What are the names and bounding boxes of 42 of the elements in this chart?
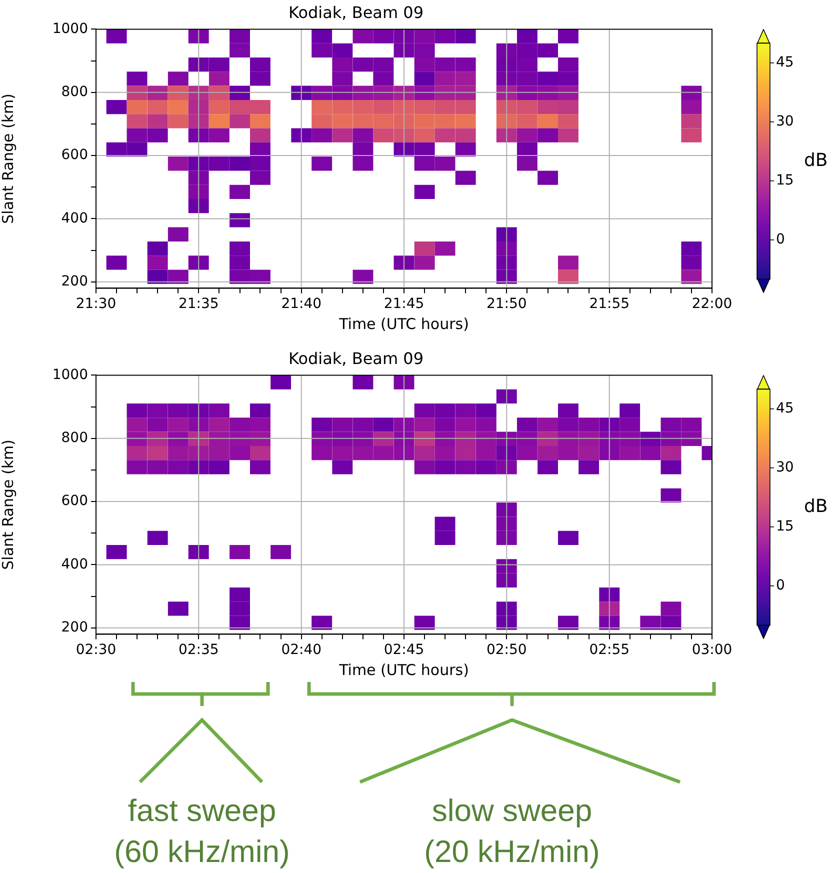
x-tick-label: 21:55 <box>589 296 630 312</box>
x-tick-label: 02:45 <box>384 642 424 658</box>
color-bar-label: 45 <box>776 400 794 417</box>
y-tick-label: 800 <box>61 84 88 100</box>
x-tick-label: 22:00 <box>692 296 732 312</box>
color-bar-label: 15 <box>776 172 794 189</box>
color-bar-title: dB <box>804 496 828 517</box>
x-tick-label: 02:40 <box>281 642 322 658</box>
text: slow sweep (20 kHz/min) <box>423 792 601 871</box>
x-tick-label: 02:55 <box>589 642 630 658</box>
color-bar-label: 15 <box>776 518 794 535</box>
x-tick-label: 02:35 <box>178 642 219 658</box>
y-axis-title: Slant Range (km) <box>0 94 17 224</box>
x-tick-label: 02:50 <box>486 642 527 658</box>
color-bar-label: 30 <box>776 460 794 476</box>
y-tick-label: 1000 <box>52 366 88 383</box>
x-tick-label: 21:50 <box>486 296 527 312</box>
y-tick-label: 400 <box>61 210 88 226</box>
y-tick-label: 600 <box>61 493 88 510</box>
x-axis-title: Time (UTC hours) <box>338 314 469 333</box>
y-tick-label: 1000 <box>52 20 88 37</box>
color-bar-label: 30 <box>776 114 794 130</box>
y-tick-label: 200 <box>61 620 88 636</box>
x-tick-label: 02:30 <box>76 642 116 658</box>
x-tick-label: 21:45 <box>384 296 424 312</box>
y-tick-label: 400 <box>61 556 88 572</box>
x-tick-label: 21:30 <box>76 296 116 312</box>
x-tick-label: 03:00 <box>692 642 732 658</box>
y-tick-label: 200 <box>61 274 88 290</box>
chart-title: Kodiak, Beam 09 <box>288 348 424 368</box>
text: fast sweep (60 kHz/min) <box>113 792 291 871</box>
y-tick-label: 600 <box>61 147 88 164</box>
x-axis-title: Time (UTC hours) <box>338 660 469 679</box>
color-bar-title: dB <box>804 150 828 171</box>
chart-title: Kodiak, Beam 09 <box>288 2 424 22</box>
x-tick-label: 21:35 <box>178 296 219 312</box>
y-tick-label: 800 <box>61 430 88 446</box>
x-tick-label: 21:40 <box>281 296 322 312</box>
color-bar-label: 45 <box>776 54 794 71</box>
color-bar-label: 0 <box>776 232 785 248</box>
color-bar-label: 0 <box>776 578 785 594</box>
y-axis-title: Slant Range (km) <box>0 440 17 570</box>
